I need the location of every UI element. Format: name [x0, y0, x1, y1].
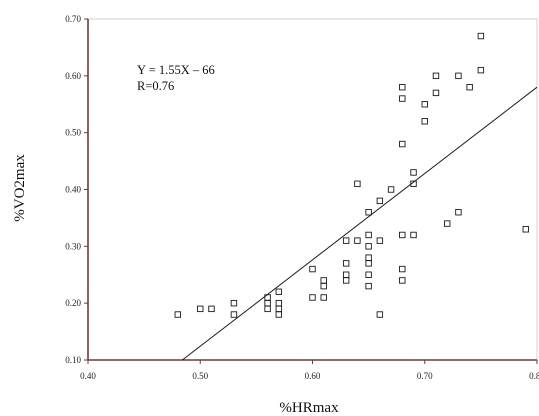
x-tick-label: 0.80	[529, 371, 539, 381]
y-tick-label: 0.70	[65, 14, 81, 24]
r-annotation: R=0.76	[137, 79, 174, 93]
x-tick-label: 0.70	[417, 371, 433, 381]
y-tick-label: 0.50	[65, 128, 81, 138]
x-tick-label: 0.50	[192, 371, 208, 381]
equation-annotation: Y = 1.55X – 66	[137, 63, 215, 77]
x-tick-label: 0.60	[305, 371, 321, 381]
x-tick-label: 0.40	[80, 371, 96, 381]
x-axis-title: %HRmax	[279, 400, 339, 416]
y-tick-label: 0.40	[65, 185, 81, 195]
y-tick-label: 0.10	[65, 355, 81, 365]
y-tick-label: 0.30	[65, 241, 81, 251]
y-tick-label: 0.60	[65, 71, 81, 81]
y-tick-label: 0.20	[65, 298, 81, 308]
y-axis-title: %VO2max	[12, 154, 28, 222]
